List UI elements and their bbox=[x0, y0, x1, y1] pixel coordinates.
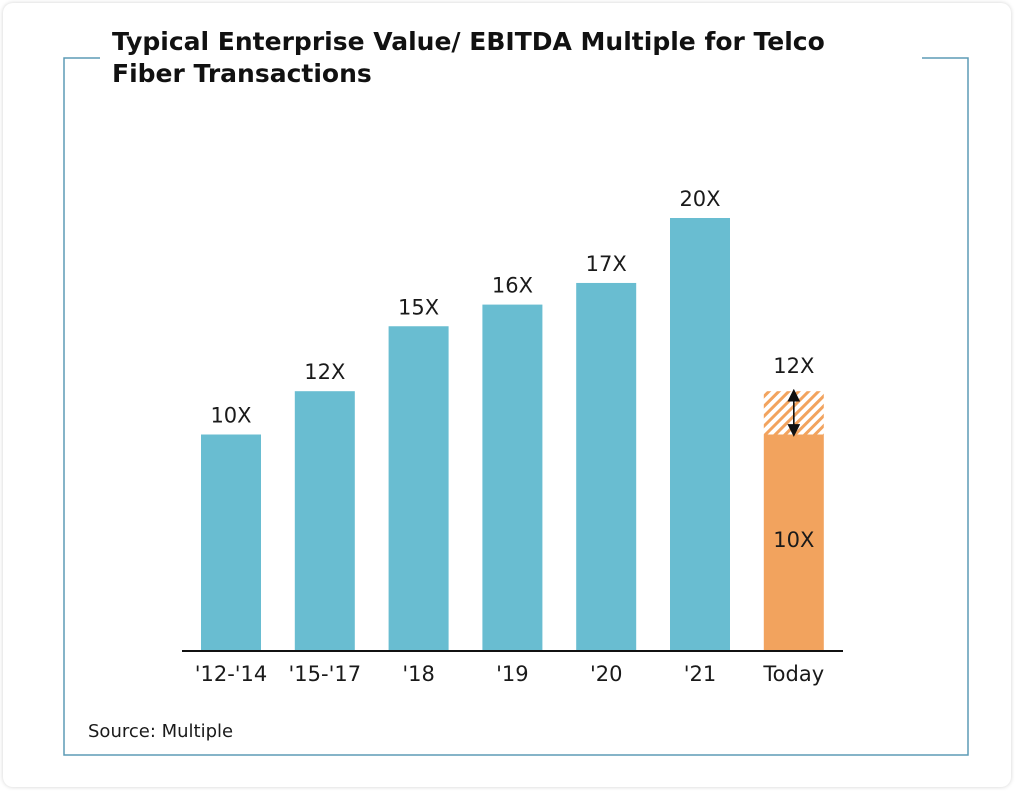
data-label: 12X bbox=[304, 360, 345, 384]
data-label: 10X bbox=[773, 528, 814, 552]
x-tick-label: '21 bbox=[684, 662, 717, 686]
bar bbox=[294, 391, 355, 651]
x-tick-label: '12-'14 bbox=[195, 662, 268, 686]
range-label: 12X bbox=[773, 354, 814, 378]
data-label: 17X bbox=[586, 252, 627, 276]
bar-today bbox=[763, 434, 824, 651]
bar bbox=[482, 304, 543, 651]
bar bbox=[576, 282, 637, 651]
chart-title-line: Typical Enterprise Value/ EBITDA Multipl… bbox=[112, 27, 825, 56]
data-label: 10X bbox=[210, 404, 251, 428]
x-tick-label: Today bbox=[762, 662, 824, 686]
data-label: 15X bbox=[398, 295, 439, 319]
data-label: 20X bbox=[679, 187, 720, 211]
data-label: 16X bbox=[492, 274, 533, 298]
chart-frame bbox=[63, 57, 969, 756]
x-tick-label: '15-'17 bbox=[289, 662, 362, 686]
source-note: Source: Multiple bbox=[88, 721, 233, 742]
chart-title-line: Fiber Transactions bbox=[112, 59, 372, 88]
x-tick-label: '18 bbox=[402, 662, 435, 686]
x-tick-label: '19 bbox=[496, 662, 529, 686]
bar bbox=[388, 326, 449, 651]
x-tick-label: '20 bbox=[590, 662, 623, 686]
bar bbox=[670, 218, 730, 651]
bar bbox=[201, 434, 261, 651]
